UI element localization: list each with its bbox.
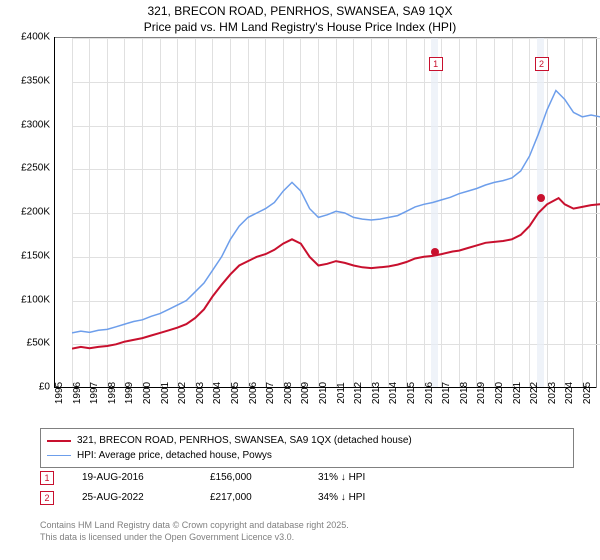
legend-swatch bbox=[47, 440, 71, 442]
plot-region: 12 bbox=[54, 37, 597, 388]
chart-series-line bbox=[72, 91, 600, 333]
sale-price: £156,000 bbox=[210, 468, 290, 488]
x-tick-label: 2016 bbox=[424, 382, 435, 404]
x-tick-label: 2022 bbox=[529, 382, 540, 404]
y-tick-label: £250K bbox=[0, 163, 50, 174]
sales-table-row: 1 19-AUG-2016 £156,000 31% ↓ HPI bbox=[40, 468, 398, 488]
sale-marker-box: 1 bbox=[429, 57, 443, 71]
y-tick-label: £100K bbox=[0, 294, 50, 305]
y-tick-label: £0 bbox=[0, 382, 50, 393]
y-tick-label: £300K bbox=[0, 119, 50, 130]
x-tick-label: 2024 bbox=[564, 382, 575, 404]
x-tick-label: 2021 bbox=[512, 382, 523, 404]
x-tick-label: 1998 bbox=[107, 382, 118, 404]
y-axis: £0£50K£100K£150K£200K£250K£300K£350K£400… bbox=[0, 37, 50, 387]
sale-date: 19-AUG-2016 bbox=[82, 468, 182, 488]
sale-price: £217,000 bbox=[210, 488, 290, 508]
y-axis-line bbox=[54, 37, 55, 387]
x-tick-label: 2015 bbox=[406, 382, 417, 404]
x-tick-label: 2011 bbox=[336, 382, 347, 404]
sales-table-row: 2 25-AUG-2022 £217,000 34% ↓ HPI bbox=[40, 488, 398, 508]
legend-label: HPI: Average price, detached house, Powy… bbox=[77, 448, 272, 463]
title-line-1: 321, BRECON ROAD, PENRHOS, SWANSEA, SA9 … bbox=[0, 4, 600, 20]
chart-title-block: 321, BRECON ROAD, PENRHOS, SWANSEA, SA9 … bbox=[0, 0, 600, 37]
x-tick-label: 2009 bbox=[300, 382, 311, 404]
sale-marker-dot bbox=[431, 248, 439, 256]
x-tick-label: 1997 bbox=[89, 382, 100, 404]
y-tick-label: £200K bbox=[0, 207, 50, 218]
sale-number-box: 1 bbox=[40, 471, 54, 485]
sale-delta: 31% ↓ HPI bbox=[318, 468, 398, 488]
x-tick-label: 2010 bbox=[318, 382, 329, 404]
y-tick-label: £150K bbox=[0, 250, 50, 261]
x-tick-label: 2000 bbox=[142, 382, 153, 404]
x-tick-label: 2025 bbox=[582, 382, 593, 404]
legend-row: HPI: Average price, detached house, Powy… bbox=[47, 448, 567, 463]
x-tick-label: 1995 bbox=[54, 382, 65, 404]
y-tick-label: £50K bbox=[0, 338, 50, 349]
x-tick-label: 2007 bbox=[265, 382, 276, 404]
legend-label: 321, BRECON ROAD, PENRHOS, SWANSEA, SA9 … bbox=[77, 433, 412, 448]
chart-series-line bbox=[72, 198, 600, 349]
y-tick-label: £350K bbox=[0, 75, 50, 86]
x-tick-label: 2013 bbox=[371, 382, 382, 404]
sale-marker-dot bbox=[537, 194, 545, 202]
x-tick-label: 1999 bbox=[124, 382, 135, 404]
y-tick-label: £400K bbox=[0, 32, 50, 43]
footer-line-1: Contains HM Land Registry data © Crown c… bbox=[40, 520, 349, 532]
sale-marker-box: 2 bbox=[535, 57, 549, 71]
title-line-2: Price paid vs. HM Land Registry's House … bbox=[0, 20, 600, 36]
x-tick-label: 2002 bbox=[177, 382, 188, 404]
x-tick-label: 2023 bbox=[547, 382, 558, 404]
sales-table: 1 19-AUG-2016 £156,000 31% ↓ HPI 2 25-AUG-202… bbox=[40, 468, 398, 508]
x-tick-label: 1996 bbox=[72, 382, 83, 404]
x-tick-label: 2017 bbox=[441, 382, 452, 404]
x-tick-label: 2001 bbox=[160, 382, 171, 404]
legend-row: 321, BRECON ROAD, PENRHOS, SWANSEA, SA9 … bbox=[47, 433, 567, 448]
x-tick-label: 2008 bbox=[283, 382, 294, 404]
x-tick-label: 2005 bbox=[230, 382, 241, 404]
sale-number-box: 2 bbox=[40, 491, 54, 505]
line-chart-svg bbox=[72, 38, 600, 388]
legend-swatch bbox=[47, 455, 71, 457]
chart-area: 12 £0£50K£100K£150K£200K£250K£300K£350K£… bbox=[36, 37, 596, 417]
sale-date: 25-AUG-2022 bbox=[82, 488, 182, 508]
legend-box: 321, BRECON ROAD, PENRHOS, SWANSEA, SA9 … bbox=[40, 428, 574, 468]
footer-line-2: This data is licensed under the Open Gov… bbox=[40, 532, 349, 544]
x-tick-label: 2012 bbox=[353, 382, 364, 404]
x-tick-label: 2014 bbox=[388, 382, 399, 404]
x-tick-label: 2018 bbox=[459, 382, 470, 404]
sale-delta: 34% ↓ HPI bbox=[318, 488, 398, 508]
x-tick-label: 2019 bbox=[476, 382, 487, 404]
x-tick-label: 2004 bbox=[212, 382, 223, 404]
footer-attribution: Contains HM Land Registry data © Crown c… bbox=[40, 520, 349, 543]
x-axis: 1995199619971998199920002001200220032004… bbox=[54, 387, 596, 417]
x-tick-label: 2006 bbox=[248, 382, 259, 404]
x-tick-label: 2020 bbox=[494, 382, 505, 404]
x-tick-label: 2003 bbox=[195, 382, 206, 404]
